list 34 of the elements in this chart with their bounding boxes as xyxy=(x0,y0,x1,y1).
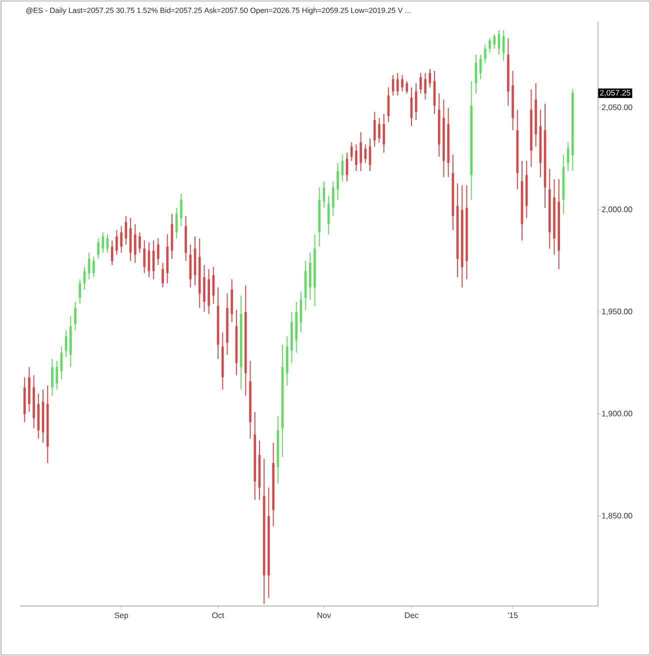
candlestick xyxy=(360,132,362,172)
candlestick xyxy=(162,262,164,288)
candlestick xyxy=(143,240,146,274)
candlestick xyxy=(420,72,422,94)
candlestick xyxy=(428,68,432,88)
candlestick xyxy=(406,80,408,94)
candlestick xyxy=(355,144,358,172)
candlestick xyxy=(74,301,76,331)
candlestick xyxy=(493,34,496,50)
candlestick xyxy=(51,358,54,396)
candlestick xyxy=(401,74,404,92)
candlestick xyxy=(120,226,122,254)
candlestick xyxy=(110,240,114,266)
candlestick xyxy=(157,238,160,266)
candlestick xyxy=(350,142,353,162)
candlestick xyxy=(134,224,136,264)
candlestick xyxy=(138,232,141,254)
candlestick xyxy=(336,162,339,200)
candlestick xyxy=(56,360,58,390)
candlestick xyxy=(378,117,380,143)
candlestick xyxy=(396,72,399,96)
candlestick xyxy=(484,44,486,64)
candlestick xyxy=(424,72,426,100)
candlestick xyxy=(382,113,385,154)
candlestick xyxy=(116,230,118,256)
candlestick xyxy=(97,238,100,260)
candlestick xyxy=(180,193,182,227)
candlestick xyxy=(488,38,491,54)
candlestick xyxy=(78,278,82,304)
candlestick xyxy=(332,180,334,216)
candlestick xyxy=(92,256,95,278)
candlestick xyxy=(341,154,344,182)
candlestick xyxy=(373,111,376,148)
candlestick xyxy=(102,232,104,254)
